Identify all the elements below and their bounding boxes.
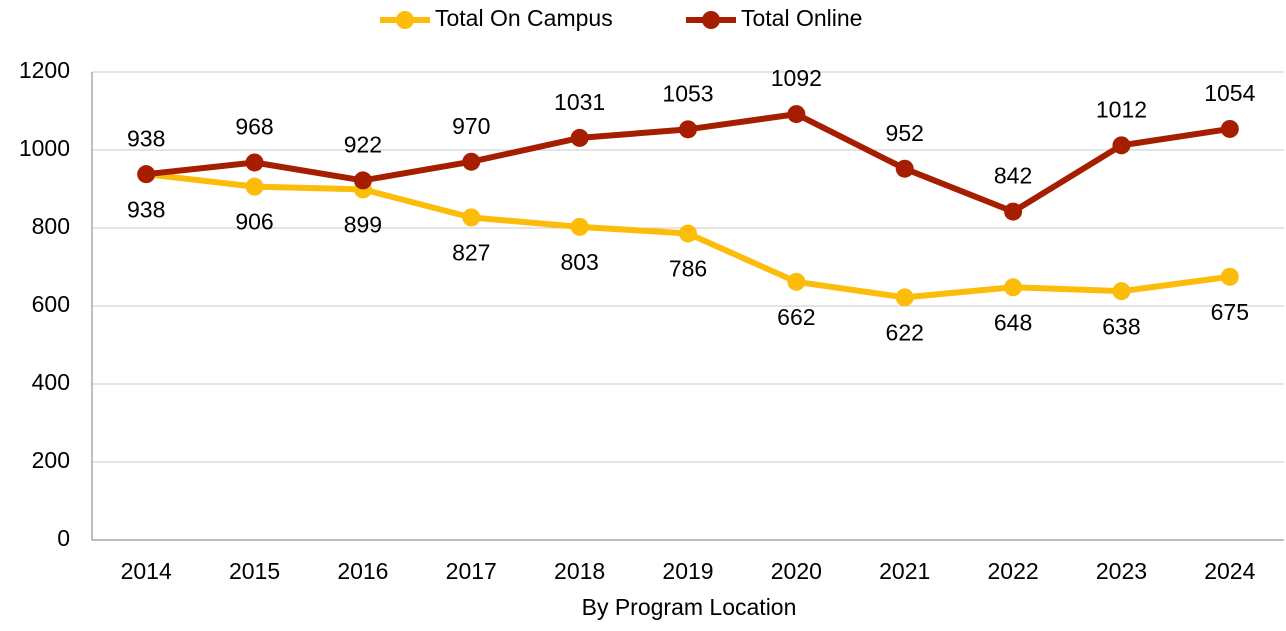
point xyxy=(137,165,156,184)
data-label: 662 xyxy=(777,304,815,330)
y-tick-label: 0 xyxy=(57,525,70,551)
data-label: 938 xyxy=(127,125,165,151)
point xyxy=(570,217,589,236)
data-label: 1053 xyxy=(662,80,713,106)
y-tick-label: 800 xyxy=(32,213,70,239)
point xyxy=(1112,282,1131,301)
data-label: 899 xyxy=(344,211,382,237)
data-label: 970 xyxy=(452,113,490,139)
point xyxy=(462,208,481,227)
x-tick-label: 2023 xyxy=(1096,558,1147,584)
point xyxy=(679,224,697,243)
y-tick-label: 1200 xyxy=(19,57,70,83)
data-label: 842 xyxy=(994,163,1032,189)
data-label: 1054 xyxy=(1204,80,1255,106)
data-label: 622 xyxy=(886,319,924,345)
data-label: 786 xyxy=(669,256,707,282)
x-tick-label: 2024 xyxy=(1204,558,1255,584)
legend-label: Total Online xyxy=(741,5,862,31)
data-label: 952 xyxy=(886,120,924,146)
point xyxy=(895,159,914,178)
x-tick-label: 2017 xyxy=(446,558,497,584)
point xyxy=(1112,136,1131,155)
legend-marker xyxy=(396,11,414,29)
data-label: 803 xyxy=(560,249,598,275)
x-tick-label: 2015 xyxy=(229,558,280,584)
data-label: 638 xyxy=(1102,313,1140,339)
y-tick-label: 600 xyxy=(32,291,70,317)
legend-marker xyxy=(702,11,720,29)
y-tick-label: 200 xyxy=(32,447,70,473)
data-label: 968 xyxy=(235,114,273,140)
point xyxy=(787,105,806,124)
point xyxy=(245,153,264,172)
x-tick-label: 2019 xyxy=(662,558,713,584)
data-label: 1031 xyxy=(554,89,605,115)
point xyxy=(1004,278,1023,297)
point xyxy=(462,152,481,171)
x-tick-label: 2018 xyxy=(554,558,605,584)
point xyxy=(895,288,914,307)
data-label: 675 xyxy=(1211,299,1249,325)
point xyxy=(570,128,589,147)
x-tick-label: 2021 xyxy=(879,558,930,584)
data-label: 938 xyxy=(127,196,165,222)
point xyxy=(1220,119,1239,138)
data-label: 906 xyxy=(235,209,273,235)
x-tick-label: 2016 xyxy=(337,558,388,584)
x-tick-label: 2020 xyxy=(771,558,822,584)
data-label: 1012 xyxy=(1096,96,1147,122)
y-tick-label: 400 xyxy=(32,369,70,395)
x-axis-label: By Program Location xyxy=(582,594,797,620)
point xyxy=(245,177,264,196)
point xyxy=(1004,202,1023,221)
point xyxy=(353,171,372,190)
data-label: 827 xyxy=(452,240,490,266)
data-label: 1092 xyxy=(771,65,822,91)
legend-label: Total On Campus xyxy=(435,5,613,31)
y-tick-label: 1000 xyxy=(19,135,70,161)
data-label: 648 xyxy=(994,309,1032,335)
point xyxy=(1220,267,1239,286)
data-label: 922 xyxy=(344,131,382,157)
point xyxy=(787,272,806,291)
x-tick-label: 2014 xyxy=(121,558,172,584)
x-tick-label: 2022 xyxy=(988,558,1039,584)
point xyxy=(679,120,697,139)
